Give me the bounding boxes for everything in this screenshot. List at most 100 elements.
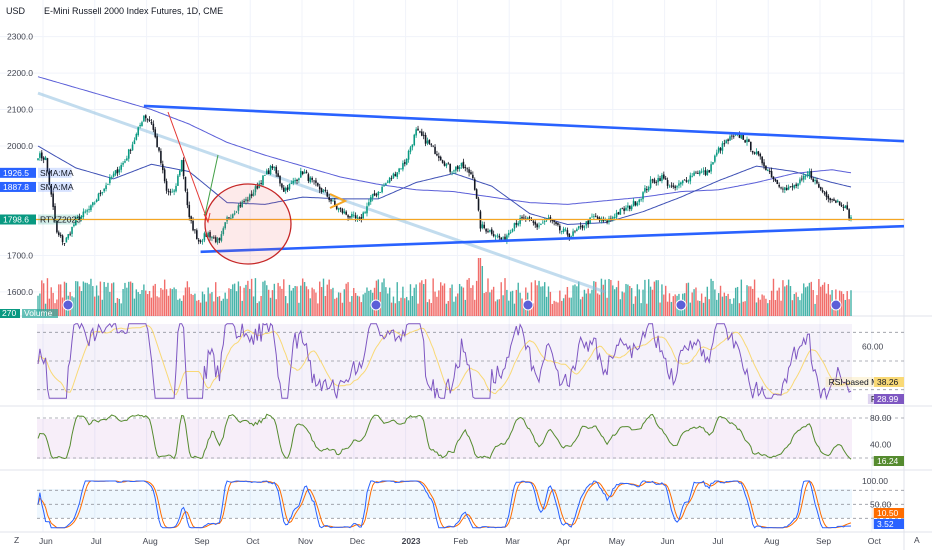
- volume-bar: [419, 282, 421, 316]
- volume-bar: [358, 296, 361, 316]
- volume-bar: [413, 287, 415, 316]
- volume-bar: [608, 279, 610, 316]
- volume-bar: [163, 279, 166, 316]
- candle-body: [184, 176, 187, 191]
- tag-label: SMA:MA: [40, 168, 74, 178]
- volume-bar: [644, 279, 646, 316]
- candle-body: [196, 230, 198, 240]
- volume-bar: [519, 292, 521, 316]
- volume-bar: [846, 291, 848, 316]
- price-tick-label: 2200.0: [7, 68, 33, 78]
- candle-body: [540, 223, 542, 225]
- candle-body: [653, 179, 656, 183]
- candle-body: [638, 199, 641, 203]
- candle-body: [698, 171, 701, 175]
- volume-bar: [460, 286, 463, 316]
- volume-bar: [674, 294, 676, 316]
- month-label: Jul: [91, 536, 102, 546]
- volume-label: Volume: [24, 308, 53, 318]
- tag-label: SMA:MA: [40, 182, 74, 192]
- volume-bar: [717, 293, 720, 316]
- volume-bar: [281, 288, 283, 316]
- z-label[interactable]: Z: [14, 535, 19, 545]
- volume-bar: [364, 292, 366, 316]
- candle-body: [663, 174, 665, 179]
- volume-bar: [534, 280, 536, 316]
- volume-bar: [315, 292, 317, 316]
- volume-bar: [668, 293, 671, 316]
- candle-body: [428, 139, 431, 144]
- volume-bar: [230, 288, 232, 316]
- left-tags: 1926.5 SMA:MA 1887.8 SMA:MA 1798.6 RTYZ2023: [0, 167, 81, 225]
- candle-body: [551, 219, 554, 222]
- candle-body: [536, 224, 538, 228]
- candle-body: [842, 207, 845, 208]
- volume-bar: [150, 297, 153, 316]
- stoch-k-line: [37, 480, 852, 529]
- candle-body: [222, 228, 225, 234]
- volume-bar: [334, 298, 336, 316]
- volume-bar: [723, 292, 726, 316]
- candle-body: [799, 179, 801, 184]
- candle-body: [292, 180, 295, 184]
- tag-label-box: [38, 167, 72, 178]
- volume-bar: [443, 283, 446, 316]
- volume-bar: [850, 290, 852, 316]
- candle-body: [566, 230, 569, 235]
- candle-body: [683, 179, 686, 181]
- currency-label: USD: [6, 6, 26, 16]
- candle-body: [721, 143, 724, 151]
- volume-bar: [86, 282, 88, 316]
- volume-bar: [513, 303, 516, 316]
- candle-body: [334, 200, 336, 206]
- volume-bar: [532, 303, 535, 316]
- volume-bar: [765, 298, 767, 316]
- volume-bar: [78, 286, 81, 316]
- volume-bar: [808, 282, 811, 316]
- candle-body: [850, 217, 852, 220]
- volume-bar: [803, 283, 805, 316]
- candle-body: [216, 238, 219, 243]
- candle-body: [309, 177, 312, 183]
- volume-bar: [653, 281, 656, 316]
- candle-body: [636, 202, 639, 206]
- volume-bar: [59, 284, 62, 316]
- candle-body: [52, 193, 54, 207]
- candle-body: [506, 235, 508, 242]
- volume-bar: [746, 285, 748, 316]
- candle-body: [532, 221, 535, 223]
- volume-bar: [464, 299, 466, 316]
- volume-bar: [430, 302, 432, 316]
- candle-body: [812, 178, 814, 182]
- arrow-head: [203, 212, 211, 224]
- volume-bar: [774, 300, 777, 316]
- candle-body: [76, 217, 79, 219]
- candle-body: [719, 148, 722, 151]
- candle-body: [419, 131, 421, 133]
- candle-body: [434, 146, 436, 154]
- volume-bar: [237, 281, 240, 316]
- candle-body: [67, 234, 70, 239]
- volume-bar: [738, 303, 741, 316]
- candle-body: [473, 179, 476, 190]
- a-label[interactable]: A: [914, 535, 920, 545]
- candle-body: [273, 166, 276, 168]
- candle-body: [727, 139, 729, 142]
- volume-bar: [250, 278, 253, 316]
- volume-bar: [362, 294, 364, 316]
- candle-body: [371, 194, 374, 198]
- candle-body: [576, 229, 578, 232]
- candle-body: [415, 129, 417, 136]
- volume-bar: [215, 282, 217, 316]
- volume-bar: [600, 278, 603, 316]
- volume-bar: [118, 298, 120, 316]
- candle-body: [99, 192, 102, 194]
- candle-body: [290, 183, 293, 184]
- candle-body: [203, 233, 206, 241]
- orange-chevron: [329, 193, 348, 209]
- candle-body: [78, 217, 81, 221]
- candle-body: [40, 152, 43, 159]
- volume-bar: [266, 285, 268, 316]
- candle-body: [135, 134, 138, 140]
- candle-body: [816, 180, 818, 184]
